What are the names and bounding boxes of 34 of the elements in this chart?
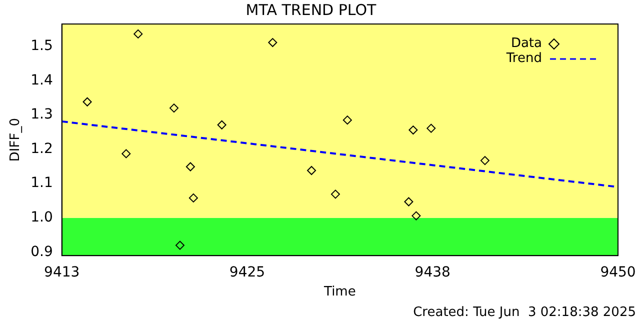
point	[268, 38, 278, 48]
point	[408, 126, 418, 135]
point	[175, 240, 184, 250]
x-tick-label: 9413	[44, 264, 80, 281]
y-axis-title: DIFF_0	[8, 118, 24, 162]
point	[217, 120, 226, 130]
point	[330, 190, 340, 199]
x-axis-title: Time	[323, 284, 356, 300]
legend-label: Trend	[506, 51, 542, 66]
x-tick-label: 9450	[600, 264, 636, 281]
point	[122, 149, 131, 158]
y-tick-label: 1.3	[30, 106, 53, 123]
point	[426, 124, 436, 133]
y-tick-label: 1.5	[30, 38, 53, 54]
y-tick-label: 1.2	[30, 140, 53, 157]
chart-title: MTA TREND PLOT	[246, 0, 378, 19]
x-tick-label: 9438	[414, 264, 450, 281]
point	[307, 166, 316, 176]
y-tick-label: 0.9	[30, 244, 53, 260]
point	[412, 211, 421, 220]
y-tick-label: 1.1	[30, 175, 53, 192]
text: Created: Tue Jun 3 02:18:38 2025	[413, 305, 636, 320]
point	[169, 104, 178, 113]
legend-label: Data	[510, 36, 542, 51]
point	[188, 193, 198, 202]
y-tick-label: 1.4	[30, 72, 53, 88]
point	[134, 29, 143, 38]
point	[404, 197, 414, 206]
point	[342, 116, 352, 125]
point	[186, 162, 195, 172]
point	[480, 156, 490, 166]
y-tick-label: 1.0	[30, 210, 53, 226]
x-tick-label: 9425	[229, 264, 266, 281]
point	[82, 97, 92, 106]
